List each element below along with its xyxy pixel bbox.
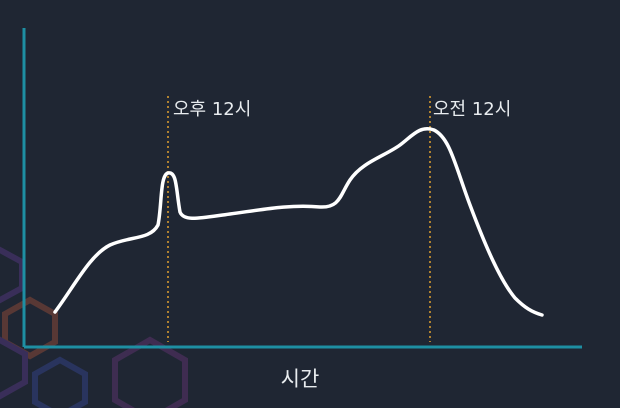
annotation-label: 오전 12시 <box>433 99 511 120</box>
hexagon-decoration <box>0 246 188 408</box>
hexagon <box>32 356 88 408</box>
x-axis-label: 시간 <box>281 367 320 391</box>
hexagon <box>2 296 58 360</box>
curve <box>53 127 544 317</box>
hexagon <box>0 336 28 400</box>
hexagon <box>0 246 25 304</box>
annotation-label: 오후 12시 <box>173 99 251 120</box>
hexagon <box>112 336 188 408</box>
